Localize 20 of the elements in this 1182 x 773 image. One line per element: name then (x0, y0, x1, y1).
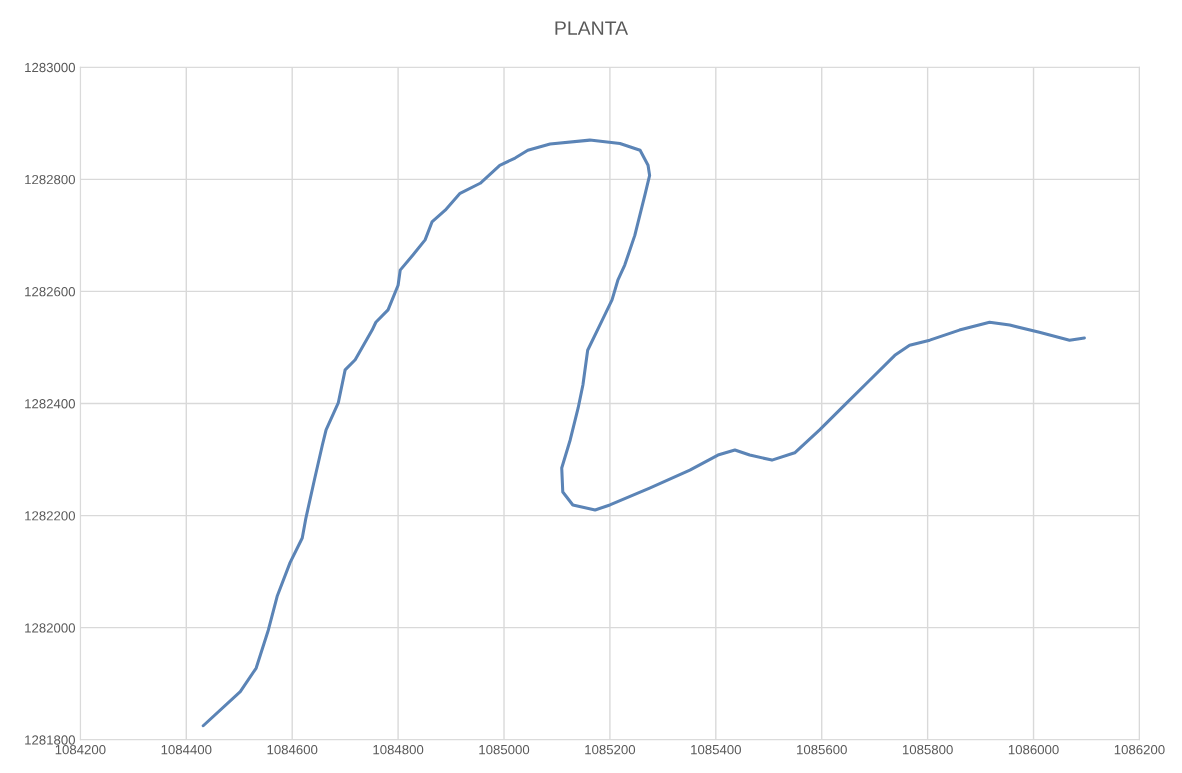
x-tick-label: 1084600 (267, 744, 318, 755)
y-tick-label: 1282200 (25, 511, 75, 521)
y-tick-label: 1281800 (25, 735, 75, 745)
x-tick-label: 1084200 (55, 744, 106, 755)
x-tick-label: 1086200 (1114, 744, 1165, 755)
x-tick-label: 1084400 (161, 744, 212, 755)
x-tick-label: 1084800 (373, 744, 424, 755)
y-tick-label: 1282000 (25, 623, 75, 633)
x-tick-label: 1085800 (902, 744, 953, 755)
x-tick-label: 1086000 (1008, 744, 1059, 755)
chart-title: PLANTA (555, 21, 629, 35)
y-tick-label: 1282400 (25, 399, 75, 409)
x-tick-label: 1085400 (691, 744, 741, 755)
y-tick-label: 1283000 (25, 62, 75, 73)
line-series (201, 138, 1086, 728)
x-tick-label: 1085200 (585, 744, 636, 755)
y-tick-label: 1282800 (25, 174, 75, 185)
x-tick-label: 1085600 (797, 744, 847, 755)
y-tick-label: 1282600 (25, 286, 75, 297)
x-tick-label: 1085000 (479, 744, 530, 755)
